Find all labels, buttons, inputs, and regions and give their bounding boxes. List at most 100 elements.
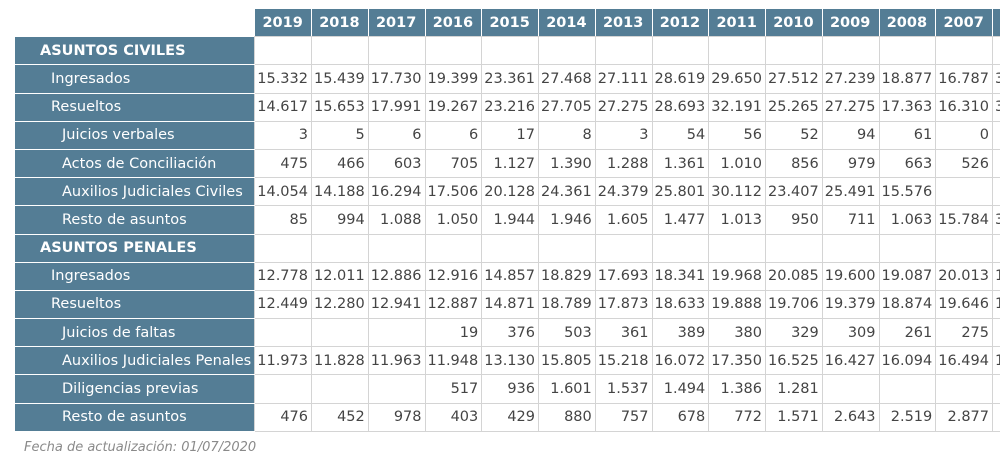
table-cell: 603 bbox=[368, 149, 425, 177]
table-cell: 14.617 bbox=[255, 93, 312, 121]
table-cell bbox=[709, 37, 766, 65]
table-cell: 18.829 bbox=[539, 262, 596, 290]
table-cell: 475 bbox=[255, 149, 312, 177]
table-cell: 16.310 bbox=[936, 93, 993, 121]
year-header: 2018 bbox=[312, 9, 369, 37]
table-cell: 380 bbox=[709, 319, 766, 347]
table-cell: 757 bbox=[595, 403, 652, 431]
table-cell bbox=[936, 375, 993, 403]
table-cell: 12.449 bbox=[255, 290, 312, 318]
table-cell: 27.705 bbox=[539, 93, 596, 121]
table-cell: 14.857 bbox=[482, 262, 539, 290]
table-cell: 54 bbox=[652, 121, 709, 149]
row-label: Ingresados bbox=[15, 65, 255, 93]
table-cell: 27.111 bbox=[595, 65, 652, 93]
table-cell bbox=[539, 234, 596, 262]
table-cell bbox=[312, 234, 369, 262]
section-label: ASUNTOS CIVILES bbox=[15, 37, 255, 65]
table-cell: 27.468 bbox=[539, 65, 596, 93]
year-header: 2009 bbox=[822, 9, 879, 37]
table-cell: 374 bbox=[993, 149, 1000, 177]
table-cell: 403 bbox=[425, 403, 482, 431]
table-cell: 11.828 bbox=[312, 347, 369, 375]
table-cell: 30.112 bbox=[709, 178, 766, 206]
table-cell: 27.275 bbox=[822, 93, 879, 121]
table-cell bbox=[425, 37, 482, 65]
year-header: 2008 bbox=[879, 9, 936, 37]
table-cell: 36.106 bbox=[993, 206, 1000, 234]
table-cell bbox=[879, 375, 936, 403]
table-cell: 61 bbox=[879, 121, 936, 149]
table-cell: 1.361 bbox=[652, 149, 709, 177]
table-cell: 2.519 bbox=[879, 403, 936, 431]
row-label: Juicios de faltas bbox=[15, 319, 255, 347]
table-cell: 663 bbox=[879, 149, 936, 177]
table-cell bbox=[993, 234, 1000, 262]
table-cell: 19.646 bbox=[936, 290, 993, 318]
table-cell: 12.886 bbox=[368, 262, 425, 290]
table-cell bbox=[255, 375, 312, 403]
table-cell: 880 bbox=[539, 403, 596, 431]
table-cell: 12.887 bbox=[425, 290, 482, 318]
table-cell: 38.302 bbox=[993, 65, 1000, 93]
table-cell: 19.087 bbox=[879, 262, 936, 290]
table-cell bbox=[936, 234, 993, 262]
table-cell: 23.407 bbox=[766, 178, 823, 206]
table-cell: 429 bbox=[482, 403, 539, 431]
table-cell: 6 bbox=[425, 121, 482, 149]
section-row: ASUNTOS CIVILES bbox=[15, 37, 1000, 65]
table-cell: 19.399 bbox=[425, 65, 482, 93]
table-cell: 13.130 bbox=[482, 347, 539, 375]
table-cell: 17.730 bbox=[368, 65, 425, 93]
table-cell: 261 bbox=[879, 319, 936, 347]
table-cell: 705 bbox=[425, 149, 482, 177]
table-cell: 29.650 bbox=[709, 65, 766, 93]
table-cell: 3 bbox=[255, 121, 312, 149]
table-cell: 15.784 bbox=[936, 206, 993, 234]
table-cell bbox=[368, 319, 425, 347]
table-cell: 950 bbox=[766, 206, 823, 234]
table-cell: 12.778 bbox=[255, 262, 312, 290]
table-cell: 25.801 bbox=[652, 178, 709, 206]
table-cell: 28.619 bbox=[652, 65, 709, 93]
table-cell: 517 bbox=[425, 375, 482, 403]
table-cell bbox=[255, 37, 312, 65]
table-cell: 36.482 bbox=[993, 93, 1000, 121]
year-header: 2013 bbox=[595, 9, 652, 37]
table-cell: 1.571 bbox=[766, 403, 823, 431]
table-cell: 2.877 bbox=[936, 403, 993, 431]
table-cell: 25.491 bbox=[822, 178, 879, 206]
table-cell bbox=[652, 234, 709, 262]
table-cell: 23.216 bbox=[482, 93, 539, 121]
table-cell bbox=[766, 37, 823, 65]
table-cell: 15.439 bbox=[312, 65, 369, 93]
table-cell: 17.693 bbox=[595, 262, 652, 290]
table-cell: 3.781 bbox=[993, 403, 1000, 431]
table-row: Juicios verbales35661783545652946102 bbox=[15, 121, 1000, 149]
row-label: Resueltos bbox=[15, 93, 255, 121]
table-cell: 20.085 bbox=[766, 262, 823, 290]
table-cell: 0 bbox=[936, 121, 993, 149]
year-header: 2010 bbox=[766, 9, 823, 37]
table-cell: 85 bbox=[255, 206, 312, 234]
row-label: Resto de asuntos bbox=[15, 206, 255, 234]
table-cell bbox=[312, 37, 369, 65]
table-cell: 1.946 bbox=[539, 206, 596, 234]
table-cell: 17.991 bbox=[368, 93, 425, 121]
table-cell: 2.643 bbox=[822, 403, 879, 431]
table-cell bbox=[312, 375, 369, 403]
table-cell bbox=[652, 37, 709, 65]
year-header: 2006 bbox=[993, 9, 1000, 37]
table-cell: 452 bbox=[312, 403, 369, 431]
table-cell: 19 bbox=[425, 319, 482, 347]
table-cell: 19.281 bbox=[993, 262, 1000, 290]
table-cell: 1.063 bbox=[879, 206, 936, 234]
row-label: Actos de Conciliación bbox=[15, 149, 255, 177]
table-cell bbox=[255, 319, 312, 347]
table-cell: 56 bbox=[709, 121, 766, 149]
table-cell: 711 bbox=[822, 206, 879, 234]
